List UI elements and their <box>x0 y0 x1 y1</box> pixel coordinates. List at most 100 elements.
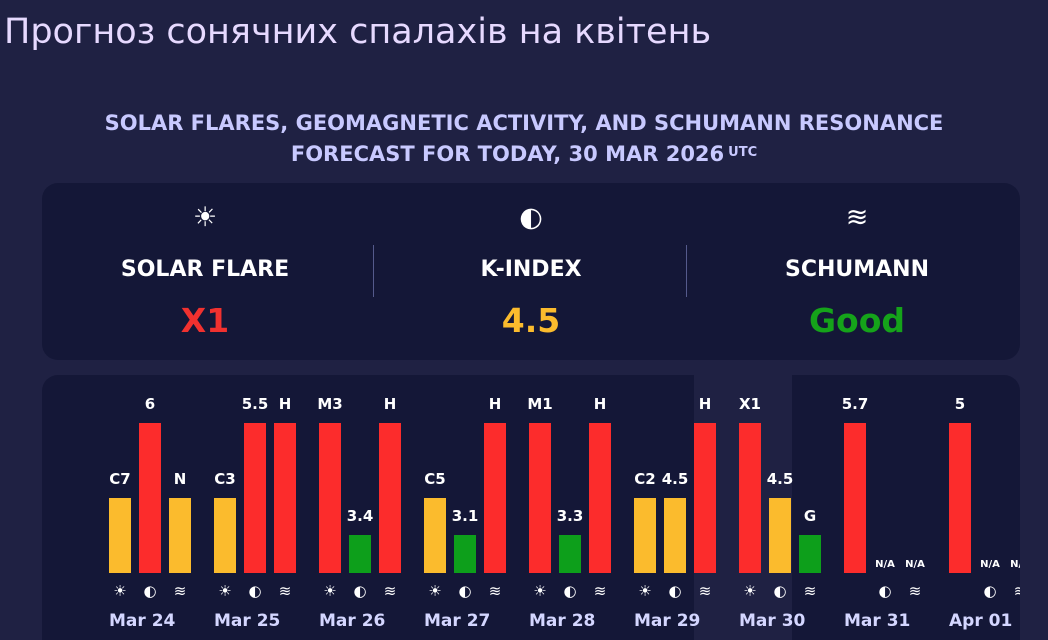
kindex-bar-mar-29[interactable] <box>664 498 686 573</box>
schumann-value-mar-29: H <box>698 395 712 413</box>
magnet-icon: ◐ <box>143 582 157 600</box>
summary-panel: ☀ SOLAR FLARE X1 ◐ K-INDEX 4.5 ≋ SCHUMAN… <box>42 183 1020 360</box>
magnet-icon: ◐ <box>353 582 367 600</box>
flare-bar-mar-25[interactable] <box>214 498 236 573</box>
sun-icon: ☀ <box>192 202 218 233</box>
kindex-value-mar-24: 6 <box>144 395 156 413</box>
flare-bar-mar-28[interactable] <box>529 423 551 573</box>
sun-icon: ☀ <box>218 582 232 600</box>
flare-value-mar-27: C5 <box>424 470 446 488</box>
schumann-bar-mar-29[interactable] <box>694 423 716 573</box>
waves-icon: ≋ <box>698 582 712 600</box>
k-index-label: K-INDEX <box>480 257 582 282</box>
kindex-bar-mar-30[interactable] <box>769 498 791 573</box>
sun-icon: ☀ <box>113 582 127 600</box>
magnet-icon: ◐ <box>773 582 787 600</box>
utc-label: UTC <box>728 145 758 160</box>
flare-value-mar-28: M1 <box>527 395 553 413</box>
waves-icon: ≋ <box>845 202 869 233</box>
divider <box>373 245 374 297</box>
page-title: Прогноз сонячних спалахів на квітень <box>4 12 712 52</box>
waves-icon: ≋ <box>593 582 607 600</box>
schumann-bar-mar-30[interactable] <box>799 535 821 573</box>
kindex-value-mar-28: 3.3 <box>556 507 584 525</box>
solar-flare-card: ☀ SOLAR FLARE X1 <box>42 183 368 360</box>
kindex-bar-mar-24[interactable] <box>139 423 161 573</box>
schumann-value-mar-28: H <box>593 395 607 413</box>
kindex-value-mar-27: 3.1 <box>451 507 479 525</box>
kindex-bar-mar-28[interactable] <box>559 535 581 573</box>
kindex-na-mar-31: N/A <box>875 559 895 570</box>
magnet-icon: ◐ <box>563 582 577 600</box>
waves-icon: ≋ <box>278 582 292 600</box>
waves-icon: ≋ <box>383 582 397 600</box>
magnet-icon: ◐ <box>248 582 262 600</box>
sun-icon: ☀ <box>638 582 652 600</box>
subtitle-date: FORECAST FOR TODAY, 30 MAR 2026 <box>290 142 725 166</box>
date-label-mar-30: Mar 30 <box>739 611 806 631</box>
subtitle-line-2: FORECAST FOR TODAY, 30 MAR 2026 UTC <box>291 139 757 170</box>
schumann-bar-mar-28[interactable] <box>589 423 611 573</box>
waves-icon: ≋ <box>803 582 817 600</box>
kindex-value-mar-29: 4.5 <box>661 470 689 488</box>
schumann-bar-mar-26[interactable] <box>379 423 401 573</box>
flare-value-mar-24: C7 <box>109 470 131 488</box>
date-label-mar-29: Mar 29 <box>634 611 701 631</box>
flare-bar-apr-01[interactable] <box>949 423 971 573</box>
magnet-icon: ◐ <box>878 582 892 600</box>
sun-icon: ☀ <box>428 582 442 600</box>
schumann-label: SCHUMANN <box>784 257 929 282</box>
flare-value-mar-25: C3 <box>214 470 236 488</box>
kindex-bar-mar-25[interactable] <box>244 423 266 573</box>
solar-flare-value: X1 <box>180 301 230 340</box>
schumann-bar-mar-25[interactable] <box>274 423 296 573</box>
k-index-card: ◐ K-INDEX 4.5 <box>368 183 694 360</box>
schumann-value-mar-24: N <box>173 470 187 488</box>
schumann-value-mar-25: H <box>278 395 292 413</box>
flare-bar-mar-30[interactable] <box>739 423 761 573</box>
sun-icon: ☀ <box>323 582 337 600</box>
kindex-bar-mar-26[interactable] <box>349 535 371 573</box>
divider <box>686 245 687 297</box>
schumann-value-mar-26: H <box>383 395 397 413</box>
sun-icon: ☀ <box>743 582 757 600</box>
magnet-icon: ◐ <box>519 202 543 233</box>
schumann-na-mar-31: N/A <box>905 559 925 570</box>
waves-icon: ≋ <box>908 582 922 600</box>
date-label-mar-26: Mar 26 <box>319 611 386 631</box>
waves-icon: ≋ <box>488 582 502 600</box>
date-label-apr-01: Apr 01 <box>949 611 1013 631</box>
date-label-mar-25: Mar 25 <box>214 611 281 631</box>
flare-bar-mar-27[interactable] <box>424 498 446 573</box>
date-label-mar-27: Mar 27 <box>424 611 491 631</box>
date-label-mar-24: Mar 24 <box>109 611 176 631</box>
schumann-bar-mar-24[interactable] <box>169 498 191 573</box>
solar-flare-label: SOLAR FLARE <box>120 257 290 282</box>
flare-bar-mar-29[interactable] <box>634 498 656 573</box>
kindex-value-mar-26: 3.4 <box>346 507 374 525</box>
flare-value-mar-26: M3 <box>317 395 343 413</box>
magnet-icon: ◐ <box>668 582 682 600</box>
sun-icon: ☀ <box>533 582 547 600</box>
subtitle-line-1: SOLAR FLARES, GEOMAGNETIC ACTIVITY, AND … <box>104 111 944 135</box>
waves-icon: ≋ <box>1013 582 1020 600</box>
flare-value-apr-01: 5 <box>954 395 966 413</box>
flare-value-mar-31: 5.7 <box>841 395 869 413</box>
flare-bar-mar-31[interactable] <box>844 423 866 573</box>
forecast-subtitle: SOLAR FLARES, GEOMAGNETIC ACTIVITY, AND … <box>0 108 1048 170</box>
schumann-card: ≋ SCHUMANN Good <box>694 183 1020 360</box>
daily-history-chart[interactable]: H ☀ C7 ☀ 6 ◐ N ≋ Mar 24 C3 ☀ 5.5 ◐ H ≋ Mar 25 M3 ☀ 3.4 ◐ H ≋ M… <box>42 375 1020 640</box>
waves-icon: ≋ <box>173 582 187 600</box>
kindex-value-mar-30: 4.5 <box>766 470 794 488</box>
schumann-bar-mar-27[interactable] <box>484 423 506 573</box>
magnet-icon: ◐ <box>458 582 472 600</box>
kindex-bar-mar-27[interactable] <box>454 535 476 573</box>
flare-value-mar-30: X1 <box>738 395 761 413</box>
magnet-icon: ◐ <box>983 582 997 600</box>
schumann-value-mar-27: H <box>488 395 502 413</box>
schumann-value-mar-30: G <box>803 507 817 525</box>
flare-bar-mar-26[interactable] <box>319 423 341 573</box>
flare-bar-mar-24[interactable] <box>109 498 131 573</box>
date-label-mar-31: Mar 31 <box>844 611 911 631</box>
k-index-value: 4.5 <box>501 301 561 340</box>
